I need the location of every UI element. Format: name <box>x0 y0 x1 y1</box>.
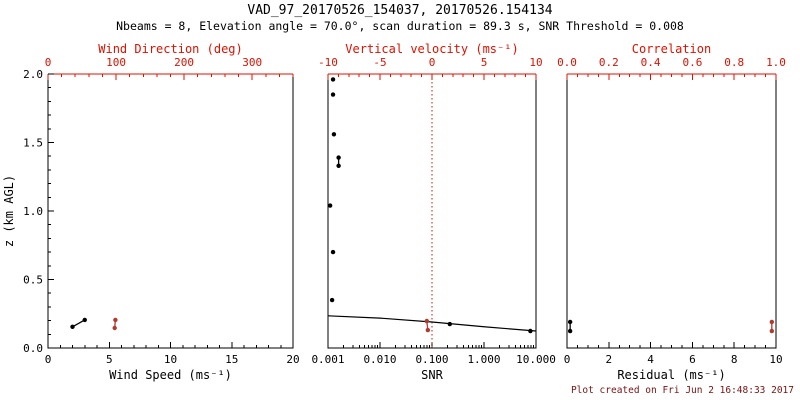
plot-title: VAD_97_20170526_154037, 20170526.154134 <box>247 3 552 18</box>
top-tick-label: 300 <box>242 56 262 69</box>
wind-direction-point <box>112 325 117 331</box>
bottom-tick-label: 6 <box>689 353 696 366</box>
wind-speed-line <box>72 319 86 328</box>
bottom-tick-label: 2 <box>605 353 612 366</box>
wind-direction-point <box>113 317 118 323</box>
bottom-tick-label: 10 <box>769 353 782 366</box>
snr-fit-line <box>327 315 537 332</box>
y-tick-label: 0.5 <box>23 274 43 287</box>
y-tick-label: 0.0 <box>23 342 43 355</box>
y-axis-title: z (km AGL) <box>2 175 16 247</box>
bottom-tick-label: 4 <box>647 353 654 366</box>
snr-profile-point <box>447 321 453 327</box>
top-tick-label: 5 <box>481 56 488 69</box>
wind-speed-point <box>70 324 75 329</box>
snr-profile-point <box>528 328 533 334</box>
y-tick-label: 2.0 <box>23 68 43 81</box>
top-axis-title: Correlation <box>632 42 711 56</box>
snr-profile-point <box>330 249 336 255</box>
bottom-tick-label: 0.001 <box>311 353 344 366</box>
top-tick-label: 0.4 <box>641 56 661 69</box>
bottom-tick-label: 0.010 <box>363 353 396 366</box>
wind-speed-point <box>82 317 87 323</box>
top-tick-label: 100 <box>106 56 126 69</box>
bottom-tick-label: 0 <box>564 353 571 366</box>
bottom-axis-title: Wind Speed (ms⁻¹) <box>109 368 232 382</box>
top-tick-label: -5 <box>373 56 386 69</box>
residual-panel-frame <box>566 74 777 349</box>
bottom-tick-label: 10.000 <box>516 353 556 366</box>
vertical-velocity-point <box>425 327 431 333</box>
correlation-point <box>769 328 775 334</box>
vertical-velocity-point <box>424 318 429 324</box>
snr-profile-point <box>331 132 337 137</box>
snr-pair-point <box>336 155 341 160</box>
top-tick-label: 10 <box>529 56 542 69</box>
bottom-tick-label: 0.100 <box>415 353 448 366</box>
bottom-tick-label: 8 <box>731 353 738 366</box>
snr-profile-point <box>329 297 335 303</box>
bottom-tick-label: 1.000 <box>467 353 500 366</box>
top-tick-label: 0.0 <box>557 56 577 69</box>
bottom-tick-label: 10 <box>164 353 177 366</box>
correlation-point <box>769 319 775 325</box>
top-tick-label: 0.8 <box>724 56 744 69</box>
top-tick-label: 0 <box>429 56 436 69</box>
residual-point <box>567 328 573 334</box>
snr-profile-point <box>330 77 336 82</box>
top-tick-label: 0 <box>45 56 52 69</box>
y-tick-label: 1.5 <box>23 137 43 150</box>
top-tick-label: 0.2 <box>599 56 619 69</box>
top-axis-title: Vertical velocity (ms⁻¹) <box>345 42 518 56</box>
top-axis-title: Wind Direction (deg) <box>98 42 243 56</box>
bottom-tick-label: 20 <box>286 353 299 366</box>
y-tick-label: 1.0 <box>23 205 43 218</box>
wind-panel-frame <box>47 74 294 349</box>
bottom-tick-label: 0 <box>45 353 52 366</box>
bottom-tick-label: 5 <box>106 353 113 366</box>
top-tick-label: -10 <box>318 56 338 69</box>
residual-point <box>567 319 573 325</box>
plot-created-timestamp: Plot created on Fri Jun 2 16:48:33 2017 <box>571 385 794 396</box>
plot-subtitle: Nbeams = 8, Elevation angle = 70.0°, sca… <box>116 19 684 33</box>
bottom-tick-label: 15 <box>225 353 238 366</box>
bottom-axis-title: SNR <box>421 368 443 382</box>
snr-profile-point <box>327 203 333 208</box>
snr-profile-point <box>330 92 336 97</box>
top-tick-label: 0.6 <box>682 56 702 69</box>
top-tick-label: 1.0 <box>766 56 786 69</box>
snr-pair-point <box>336 163 341 168</box>
top-tick-label: 200 <box>174 56 194 69</box>
bottom-axis-title: Residual (ms⁻¹) <box>617 368 725 382</box>
